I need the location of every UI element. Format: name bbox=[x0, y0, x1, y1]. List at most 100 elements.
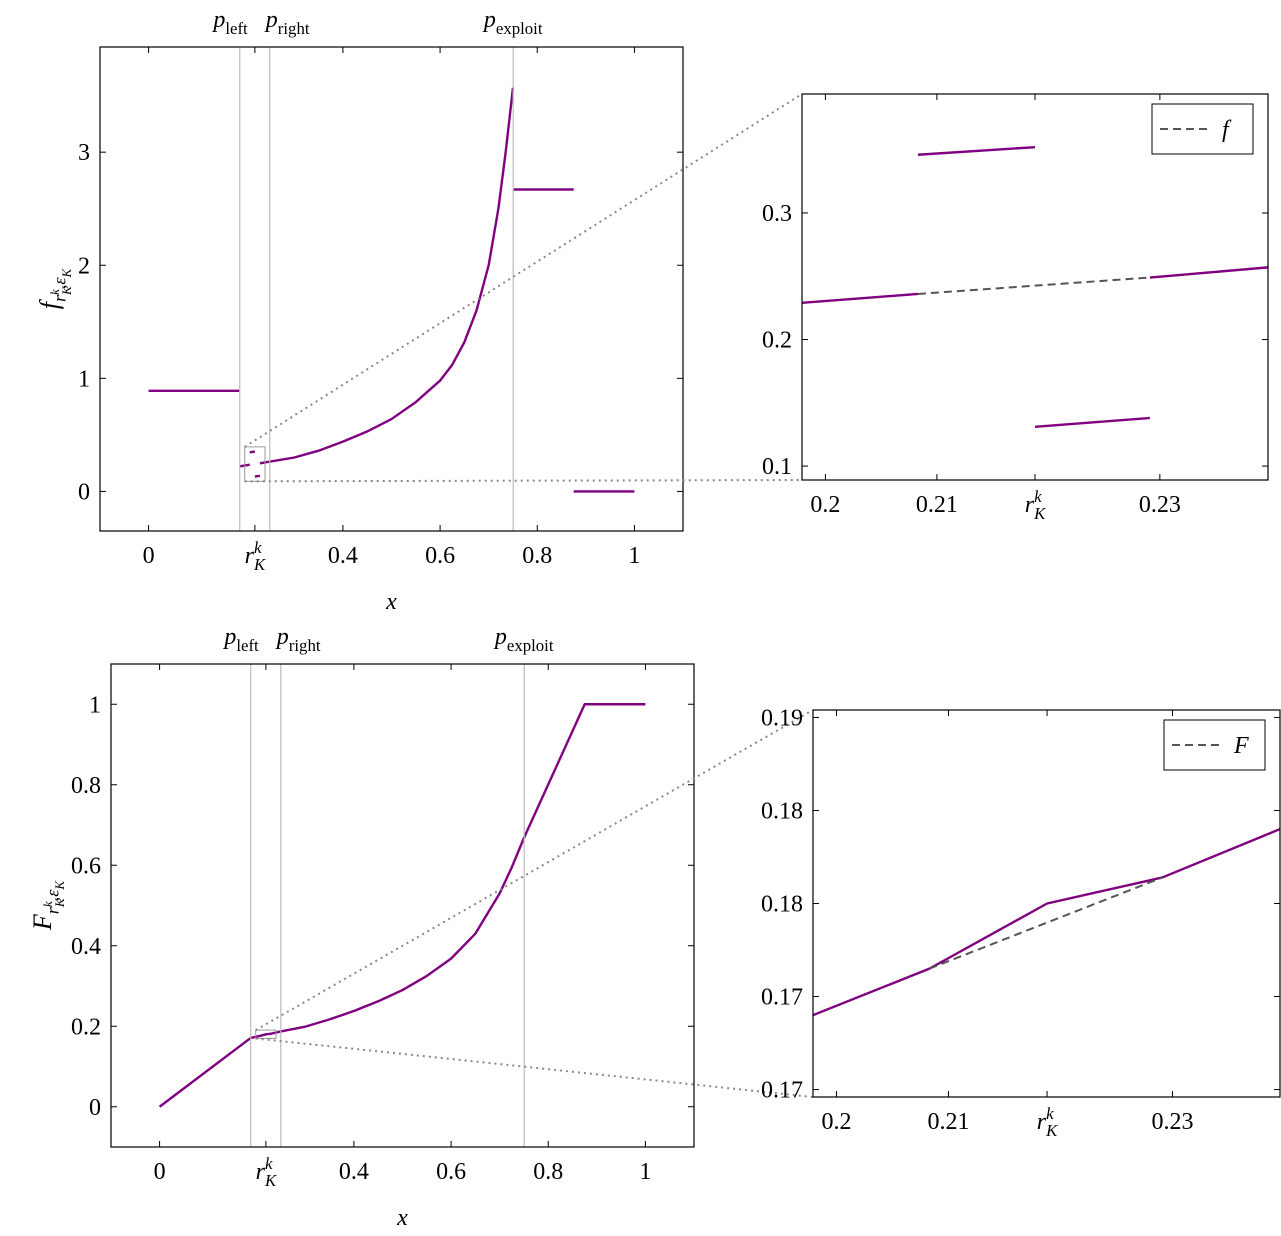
label-part: , bbox=[43, 897, 63, 902]
y-tick-label: 0.2 bbox=[71, 1014, 101, 1040]
zoom-box bbox=[255, 1029, 277, 1039]
y-axis-label: frKk,εK bbox=[35, 267, 74, 309]
label-part: K bbox=[52, 880, 67, 891]
x-axis-label: x bbox=[396, 1205, 408, 1231]
y-tick-label: 0.17 bbox=[761, 1078, 803, 1104]
y-tick-label: 0.1 bbox=[762, 454, 792, 480]
y-tick-label: 0.8 bbox=[71, 773, 101, 799]
x-tick-label: 0.8 bbox=[533, 1159, 563, 1185]
series-line bbox=[802, 145, 1268, 429]
label-part: r bbox=[43, 906, 63, 914]
label-part: K bbox=[59, 285, 74, 296]
zoom-connector bbox=[255, 709, 814, 1031]
reference-label: pright bbox=[264, 7, 310, 38]
label-part: p bbox=[222, 624, 236, 650]
label-part: ε bbox=[50, 277, 70, 285]
label-part: left bbox=[236, 636, 259, 655]
reference-label: pleft bbox=[222, 624, 259, 655]
x-tick-label: 1 bbox=[639, 1159, 651, 1185]
reference-label: pexploit bbox=[493, 624, 554, 655]
label-part: r bbox=[256, 1159, 266, 1185]
y-tick-label: 3 bbox=[78, 140, 90, 166]
label-part: , bbox=[50, 285, 70, 290]
label-part: r bbox=[1025, 492, 1035, 518]
x-tick-label: 0.4 bbox=[328, 543, 358, 569]
label-part: right bbox=[278, 19, 310, 38]
x-axis-label: x bbox=[385, 589, 397, 615]
zoom-connector bbox=[255, 1037, 814, 1098]
y-tick-label: 0.18 bbox=[761, 892, 803, 918]
y-tick-label: 1 bbox=[78, 366, 90, 392]
series-line bbox=[148, 87, 635, 493]
reference-label: pexploit bbox=[482, 7, 543, 38]
x-tick-label: 0.2 bbox=[810, 492, 840, 518]
plot-area bbox=[802, 145, 1268, 429]
x-tick-label: 1 bbox=[628, 543, 640, 569]
x-tick-label: rKk bbox=[256, 1154, 277, 1190]
y-axis-label: FrKk,εK bbox=[28, 880, 67, 931]
label-part: k bbox=[1034, 487, 1042, 506]
label-part: F bbox=[28, 913, 57, 931]
zoom-box bbox=[244, 446, 266, 482]
zoom-connector bbox=[244, 479, 803, 483]
label-part: k bbox=[40, 901, 55, 907]
x-tick-label: 0.8 bbox=[522, 543, 552, 569]
plot-area bbox=[158, 703, 646, 1108]
label-part: r bbox=[50, 294, 70, 302]
plot-frame bbox=[110, 663, 695, 1148]
label-part: right bbox=[289, 636, 321, 655]
label-part: K bbox=[1033, 504, 1046, 523]
series-line bbox=[929, 876, 1163, 970]
label-part: exploit bbox=[507, 636, 554, 655]
label-part: p bbox=[482, 7, 496, 33]
y-tick-label: 1 bbox=[89, 692, 101, 718]
legend-label: f bbox=[1222, 117, 1232, 143]
y-tick-label: 0.2 bbox=[762, 328, 792, 354]
x-tick-label: 0.23 bbox=[1151, 1109, 1193, 1135]
label-part: p bbox=[264, 7, 278, 33]
x-tick-label: rKk bbox=[245, 538, 266, 574]
y-tick-label: 0.4 bbox=[71, 934, 101, 960]
label-part: ε bbox=[43, 889, 63, 897]
series-line bbox=[813, 827, 1280, 1017]
label-part: p bbox=[493, 624, 507, 650]
reference-label: pleft bbox=[211, 7, 248, 38]
label-part: K bbox=[59, 267, 74, 278]
y-tick-label: 0.3 bbox=[762, 201, 792, 227]
series-line bbox=[158, 703, 646, 1108]
x-tick-label: 0 bbox=[143, 543, 155, 569]
label-part: r bbox=[245, 543, 255, 569]
legend-label: F bbox=[1233, 733, 1249, 759]
label-part: left bbox=[225, 19, 248, 38]
series-line bbox=[917, 276, 1150, 295]
label-part: K bbox=[253, 555, 266, 574]
label-part: K bbox=[1045, 1121, 1058, 1140]
plot-area bbox=[148, 87, 635, 493]
x-tick-label: 0.6 bbox=[425, 543, 455, 569]
y-tick-label: 0 bbox=[89, 1095, 101, 1121]
x-tick-label: 0 bbox=[154, 1159, 166, 1185]
x-tick-label: rKk bbox=[1037, 1104, 1058, 1140]
x-tick-label: 0.21 bbox=[916, 492, 958, 518]
label-part: k bbox=[47, 289, 62, 295]
plot-area bbox=[813, 827, 1280, 1017]
x-tick-label: 0.6 bbox=[436, 1159, 466, 1185]
label-part: p bbox=[211, 7, 225, 33]
x-tick-label: 0.23 bbox=[1139, 492, 1181, 518]
y-tick-label: 0 bbox=[78, 479, 90, 505]
label-part: exploit bbox=[496, 19, 543, 38]
label-part: K bbox=[52, 897, 67, 908]
y-tick-label: 0.19 bbox=[761, 705, 803, 731]
x-tick-label: 0.2 bbox=[822, 1109, 852, 1135]
zoom-connector bbox=[244, 93, 803, 448]
y-tick-label: 2 bbox=[78, 253, 90, 279]
y-tick-label: 0.17 bbox=[761, 985, 803, 1011]
label-part: k bbox=[254, 538, 262, 557]
y-tick-label: 0.6 bbox=[71, 853, 101, 879]
label-part: p bbox=[275, 624, 289, 650]
y-tick-label: 0.18 bbox=[761, 798, 803, 824]
plot-frame bbox=[99, 46, 684, 532]
label-part: K bbox=[264, 1171, 277, 1190]
x-tick-label: 0.21 bbox=[928, 1109, 970, 1135]
